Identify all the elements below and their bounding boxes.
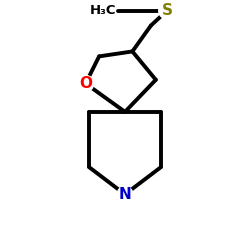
Circle shape: [117, 186, 133, 202]
Circle shape: [78, 75, 94, 92]
Text: S: S: [162, 3, 172, 18]
Text: O: O: [79, 76, 92, 91]
Text: H₃C: H₃C: [90, 4, 116, 17]
Circle shape: [159, 3, 175, 19]
Text: N: N: [119, 187, 132, 202]
